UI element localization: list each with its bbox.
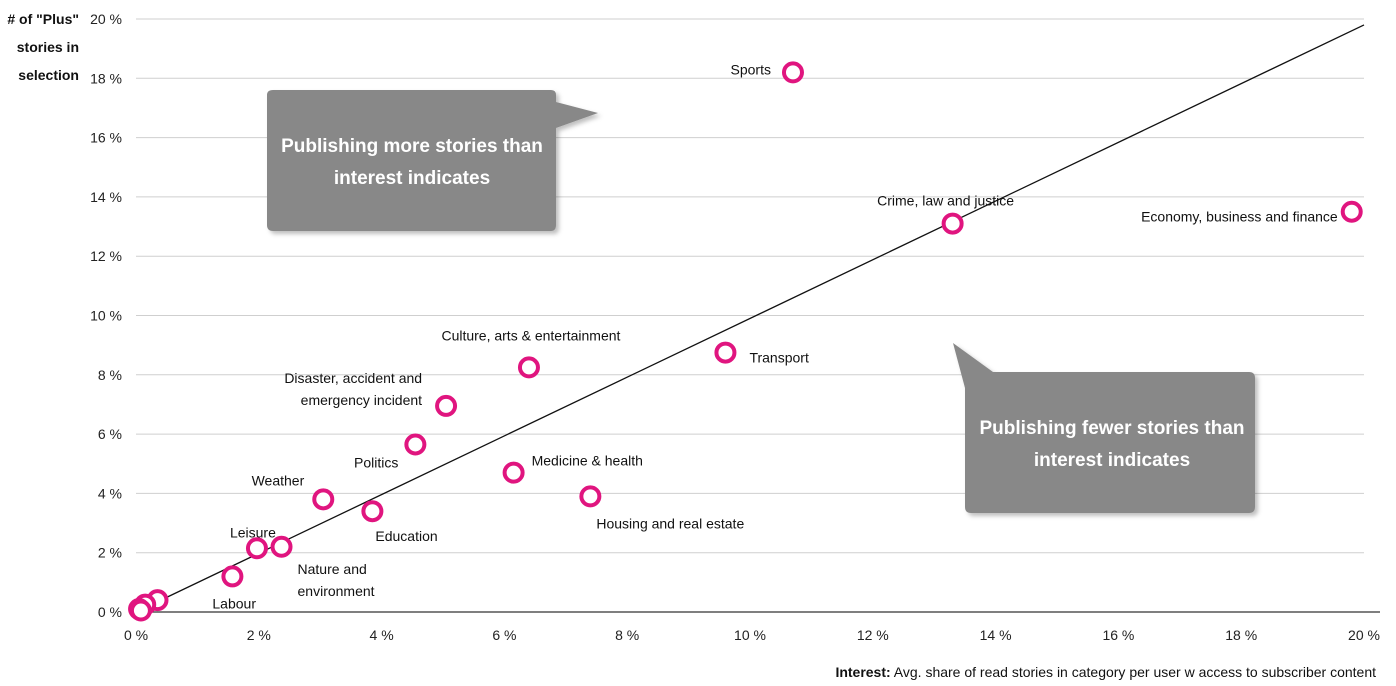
data-point (435, 394, 458, 417)
x-axis-label-text: Avg. share of read stories in category p… (891, 664, 1376, 680)
data-point-label: Transport (749, 350, 809, 366)
data-point-label: Economy, business and finance (1141, 209, 1338, 225)
data-point-label: Housing and real estate (596, 515, 744, 531)
data-point (270, 535, 293, 558)
x-axis-label-bold: Interest: (835, 664, 890, 680)
data-points: Sports Crime, law and justice Economy, bus… (128, 61, 1363, 622)
x-tick-label: 8 % (615, 627, 639, 643)
x-tick-label: 20 % (1348, 627, 1380, 643)
y-tick-label: 14 % (90, 189, 122, 205)
y-tick-label: 6 % (98, 426, 122, 442)
callout-upper-text: interest indicates (334, 168, 490, 189)
data-point-label: environment (298, 583, 375, 599)
data-point (579, 485, 602, 508)
callouts: Publishing more stories than interest ind… (267, 90, 1255, 513)
y-tick-label: 16 % (90, 130, 122, 146)
data-point (517, 356, 540, 379)
data-point-label: Labour (212, 595, 256, 611)
y-axis-label-line: stories in (17, 39, 79, 55)
data-point-label: emergency incident (301, 392, 423, 408)
axes: 0 % 2 % 4 % 6 % 8 % 10 % 12 % 14 % 16 % 18 % 20 % 0… (90, 11, 1380, 643)
y-tick-label: 2 % (98, 545, 122, 561)
callout-lower-text: interest indicates (1034, 450, 1190, 471)
x-tick-label: 12 % (857, 627, 889, 643)
y-tick-label: 0 % (98, 604, 122, 620)
x-tick-label: 6 % (492, 627, 516, 643)
x-tick-label: 16 % (1102, 627, 1134, 643)
data-point-label: Leisure (230, 524, 276, 540)
data-point (502, 461, 525, 484)
y-tick-label: 4 % (98, 485, 122, 501)
data-point (129, 599, 152, 622)
callout-upper-text: Publishing more stories than (281, 136, 543, 157)
data-point (404, 433, 427, 456)
y-tick-label: 20 % (90, 11, 122, 27)
x-tick-label: 4 % (370, 627, 394, 643)
y-tick-label: 10 % (90, 308, 122, 324)
x-tick-label: 18 % (1225, 627, 1257, 643)
callout-lower-text: Publishing fewer stories than (980, 418, 1245, 439)
y-axis-label: # of "Plus" stories in selection (7, 11, 79, 83)
x-tick-label: 10 % (734, 627, 766, 643)
data-point (221, 565, 244, 588)
data-point-label: Crime, law and justice (877, 193, 1014, 209)
data-point-label: Culture, arts & entertainment (441, 327, 620, 343)
diagonal-line (135, 24, 1365, 613)
data-point (312, 488, 335, 511)
x-axis-label: Interest: Avg. share of read stories in … (835, 664, 1376, 680)
data-point-label: Sports (731, 61, 771, 77)
data-point (361, 500, 384, 523)
callout-lower-box (953, 343, 1255, 513)
x-tick-label: 0 % (124, 627, 148, 643)
y-axis-label-line: # of "Plus" (7, 11, 79, 27)
y-tick-label: 8 % (98, 367, 122, 383)
data-point-label: Medicine & health (532, 453, 643, 469)
data-point-label: Nature and (298, 561, 367, 577)
data-point-label: Education (375, 528, 437, 544)
callout-upper-box (267, 90, 598, 231)
data-point (1340, 200, 1363, 223)
equal-share-line (135, 24, 1365, 613)
data-point (781, 61, 804, 84)
data-point (245, 537, 268, 560)
data-point-label: Politics (354, 454, 398, 470)
x-tick-label: 14 % (980, 627, 1012, 643)
data-point-label: Disaster, accident and (284, 370, 422, 386)
y-tick-label: 12 % (90, 248, 122, 264)
data-point (714, 341, 737, 364)
x-tick-label: 2 % (247, 627, 271, 643)
y-axis-label-line: selection (18, 67, 79, 83)
data-point-label: Weather (252, 472, 305, 488)
y-tick-label: 18 % (90, 70, 122, 86)
data-point (941, 212, 964, 235)
